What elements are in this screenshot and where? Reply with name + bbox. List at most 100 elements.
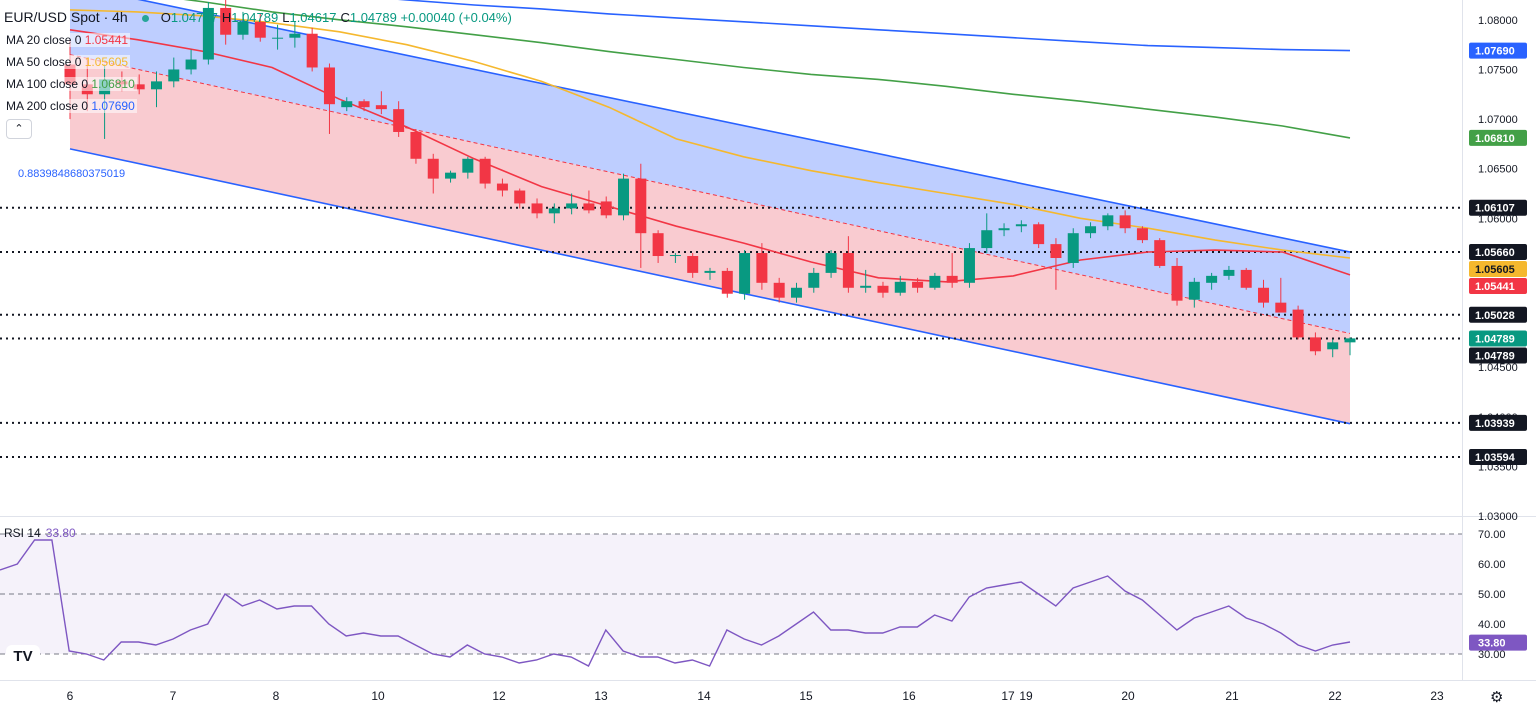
ma100-label: MA 100 close 0 — [6, 77, 89, 91]
channel-lower-line — [69, 148, 1351, 425]
candle-body — [790, 287, 802, 298]
candle-body — [289, 33, 301, 38]
candle-body — [1154, 240, 1166, 266]
channel-middle-line — [69, 54, 1351, 334]
candle-body — [704, 270, 716, 273]
time-tick-label: 16 — [902, 689, 916, 703]
candle-body — [64, 64, 76, 85]
candle-body — [150, 81, 162, 90]
price-label-box — [1469, 330, 1527, 347]
candle-body — [306, 33, 318, 68]
ohlc-open-value: 1.04747 — [170, 10, 218, 25]
candle-body — [1275, 302, 1287, 313]
rsi-tick-label: 60.00 — [1478, 559, 1506, 571]
time-tick-label: 10 — [371, 689, 385, 703]
candle-body — [496, 183, 508, 191]
symbol-header: EUR/USD Spot · 4h O1.04747 H1.04789 L1.0461… — [4, 9, 512, 25]
rsi-tick-label: 30.00 — [1478, 649, 1506, 661]
candle-body — [1188, 281, 1200, 300]
chevron-up-icon: ⌃ — [14, 123, 24, 135]
candle-body — [462, 158, 474, 173]
ohlc-change: +0.00040 (+0.04%) — [400, 10, 512, 25]
time-tick-label: 20 — [1121, 689, 1135, 703]
collapse-legend-button[interactable]: ⌃ — [6, 119, 32, 139]
candle-body — [375, 105, 387, 110]
candle-body — [341, 101, 353, 108]
candle-body — [1327, 342, 1339, 350]
symbol-title[interactable]: EUR/USD Spot · 4h — [4, 9, 128, 25]
market-status-icon — [141, 15, 149, 23]
price-label-text: 1.05441 — [1475, 281, 1515, 293]
rsi-tick-label: 40.00 — [1478, 619, 1506, 631]
candle-body — [323, 67, 335, 105]
price-tick-label: 1.08000 — [1478, 15, 1518, 27]
ma100-legend[interactable]: MA 100 close 0 1.06810 — [4, 77, 137, 91]
price-label-box — [1469, 42, 1527, 59]
price-label-text: 1.03939 — [1475, 418, 1515, 430]
price-tick-label: 1.03000 — [1478, 511, 1518, 523]
channel-upper-line — [137, 0, 1351, 253]
ohlc-close-key: C — [340, 10, 350, 25]
candle-body — [479, 158, 491, 184]
price-label-text: 1.06107 — [1475, 203, 1515, 215]
candle-body — [445, 172, 457, 179]
ma20-legend[interactable]: MA 20 close 0 1.05441 — [4, 33, 131, 47]
candle-body — [237, 21, 249, 35]
price-label-box — [1469, 306, 1527, 323]
price-label-box — [1469, 261, 1527, 278]
time-tick-label: 6 — [67, 689, 74, 703]
candle-body — [1136, 228, 1148, 241]
candle-body — [981, 230, 993, 249]
candle-body — [185, 59, 197, 70]
time-tick-label: 7 — [170, 689, 177, 703]
ohlc-low-key: L — [282, 10, 290, 25]
gear-icon[interactable]: ⚙ — [1490, 689, 1504, 706]
candle-body — [894, 281, 906, 293]
candle-body — [877, 285, 889, 293]
time-tick-label: 15 — [799, 689, 813, 703]
candle-body — [739, 253, 751, 294]
candle-body — [202, 7, 214, 60]
price-label-text: 1.06810 — [1475, 133, 1515, 145]
candle-body — [168, 69, 180, 82]
candle-body — [514, 190, 526, 204]
candle-body — [1292, 309, 1304, 338]
candle-body — [254, 21, 266, 38]
candle-body — [825, 253, 837, 273]
candle-body — [1085, 226, 1097, 234]
price-tick-label: 1.07500 — [1478, 64, 1518, 76]
time-tick-label: 19 — [1019, 689, 1033, 703]
rsi-value: 33.80 — [45, 526, 76, 540]
price-label-text: 1.04789 — [1475, 333, 1515, 345]
candle-body — [808, 272, 820, 288]
price-label-box — [1469, 244, 1527, 261]
ma200-legend[interactable]: MA 200 close 0 1.07690 — [4, 99, 137, 113]
time-tick-label: 14 — [697, 689, 711, 703]
price-label-text: 1.05028 — [1475, 310, 1515, 322]
candle-body — [1015, 224, 1027, 227]
price-label-text: 1.07690 — [1475, 46, 1515, 58]
price-label-box — [1469, 129, 1527, 146]
ma200-label: MA 200 close 0 — [6, 99, 89, 113]
price-label-box — [1469, 278, 1527, 295]
moving-average-line — [69, 9, 1351, 259]
channel-label: 0.8839848680375019 — [18, 168, 126, 180]
tradingview-logo[interactable]: TV — [6, 645, 40, 669]
price-label-text: 1.05660 — [1475, 247, 1515, 259]
candle-body — [860, 285, 872, 288]
ohlc-high-key: H — [221, 10, 232, 25]
candle-body — [998, 228, 1010, 231]
time-tick-label: 22 — [1328, 689, 1342, 703]
price-label-box — [1469, 347, 1527, 364]
candle-body — [756, 253, 768, 283]
rsi-legend[interactable]: RSI 14 33.80 — [4, 526, 76, 540]
rsi-tick-label: 50.00 — [1478, 589, 1506, 601]
price-tick-label: 1.06500 — [1478, 164, 1518, 176]
rsi-value-box — [1469, 634, 1527, 651]
candle-body — [1309, 337, 1321, 352]
candle-body — [566, 203, 578, 209]
candle-body — [912, 281, 924, 288]
ma50-legend[interactable]: MA 50 close 0 1.05605 — [4, 55, 131, 69]
